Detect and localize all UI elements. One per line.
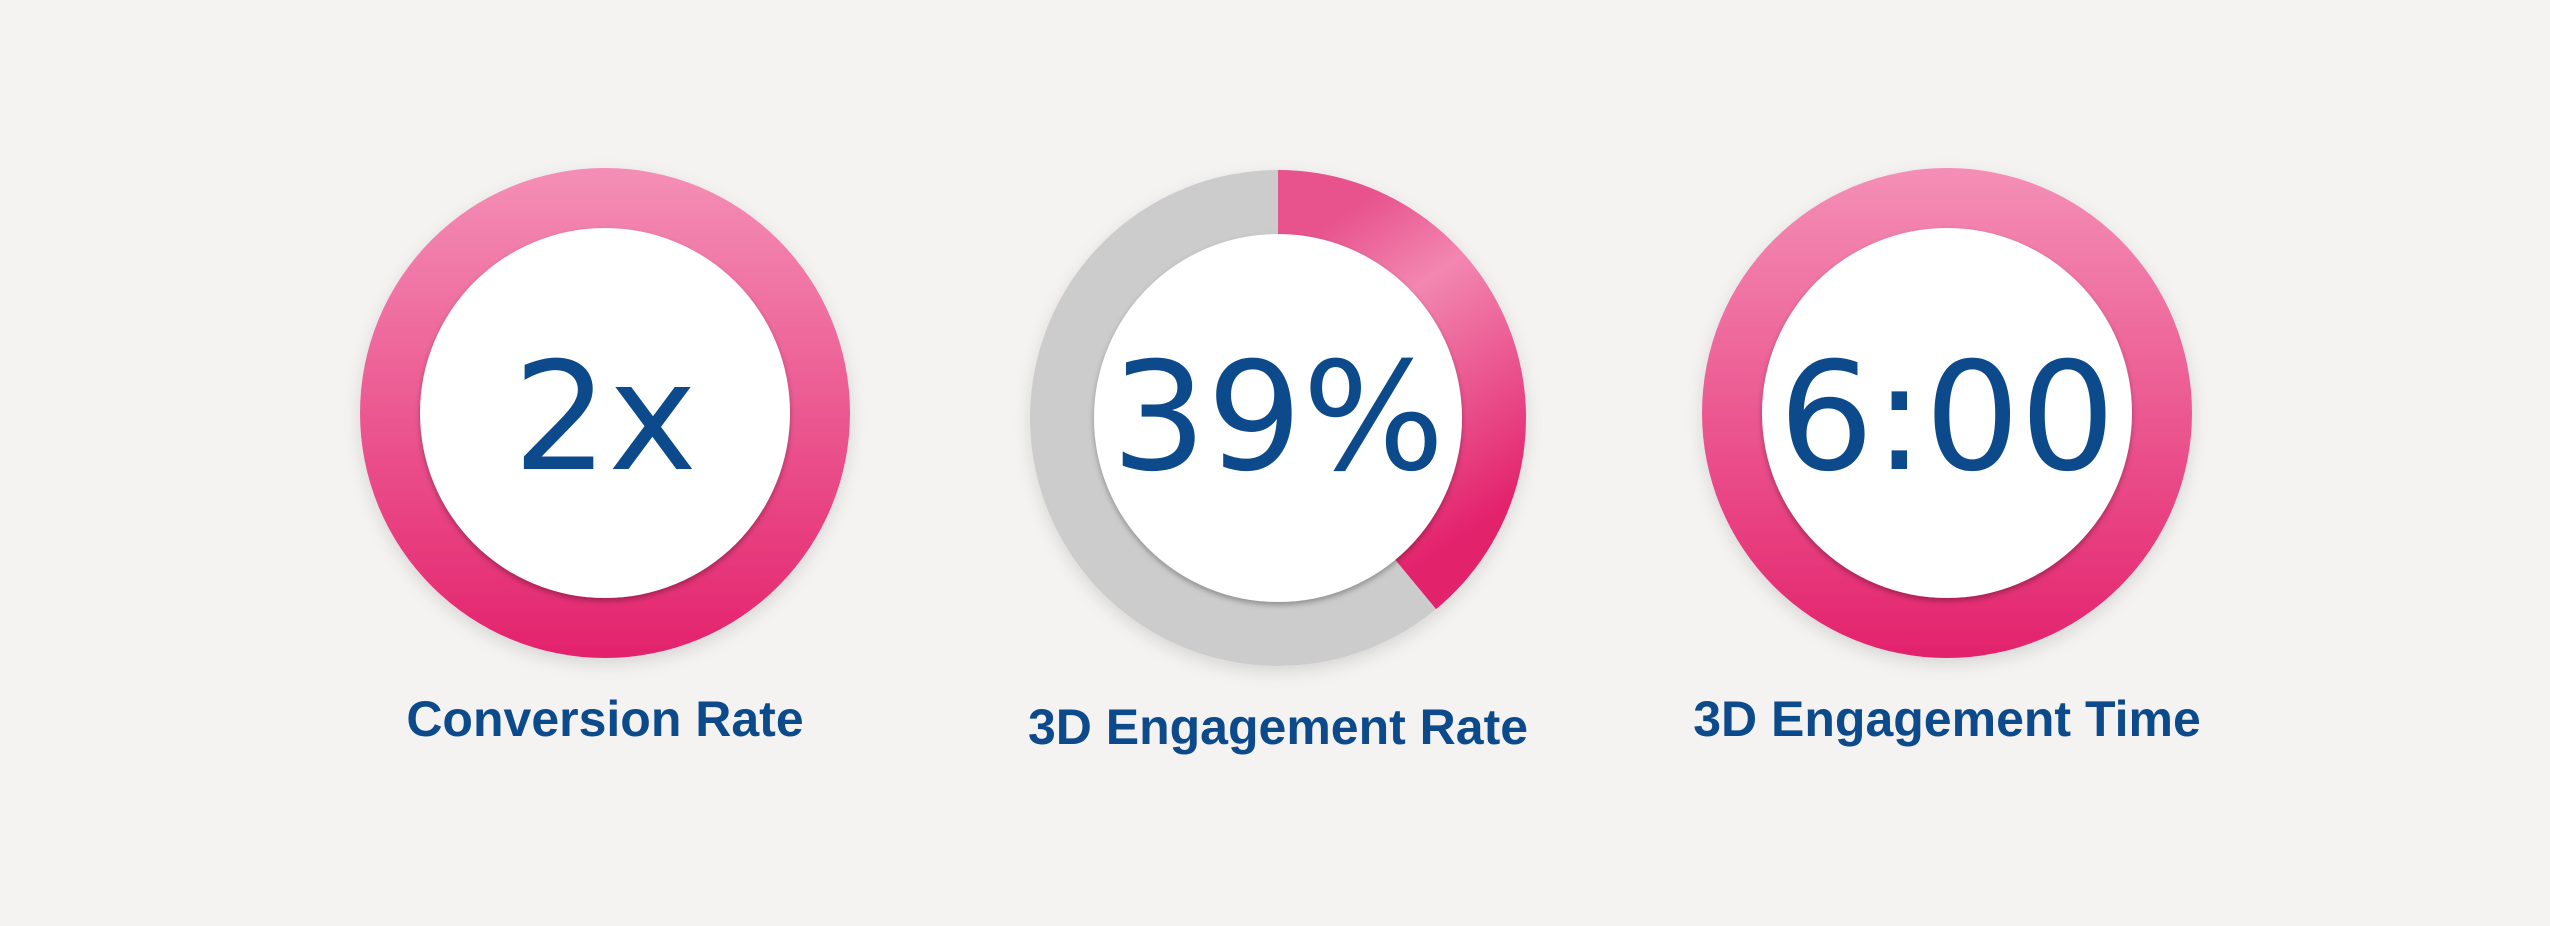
engagement-rate-ring: 39%: [1030, 170, 1526, 666]
engagement-rate-value: 39%: [1111, 331, 1444, 505]
engagement-time-value: 6:00: [1779, 331, 2116, 505]
conversion-rate-label: Conversion Rate: [406, 691, 804, 747]
engagement-time-label: 3D Engagement Time: [1693, 691, 2201, 747]
conversion-rate-value: 2x: [513, 331, 697, 505]
engagement-rate-label: 3D Engagement Rate: [1027, 699, 1529, 755]
conversion-rate-ring: 2x: [360, 168, 850, 658]
engagement-time-ring: 6:00: [1702, 168, 2192, 658]
